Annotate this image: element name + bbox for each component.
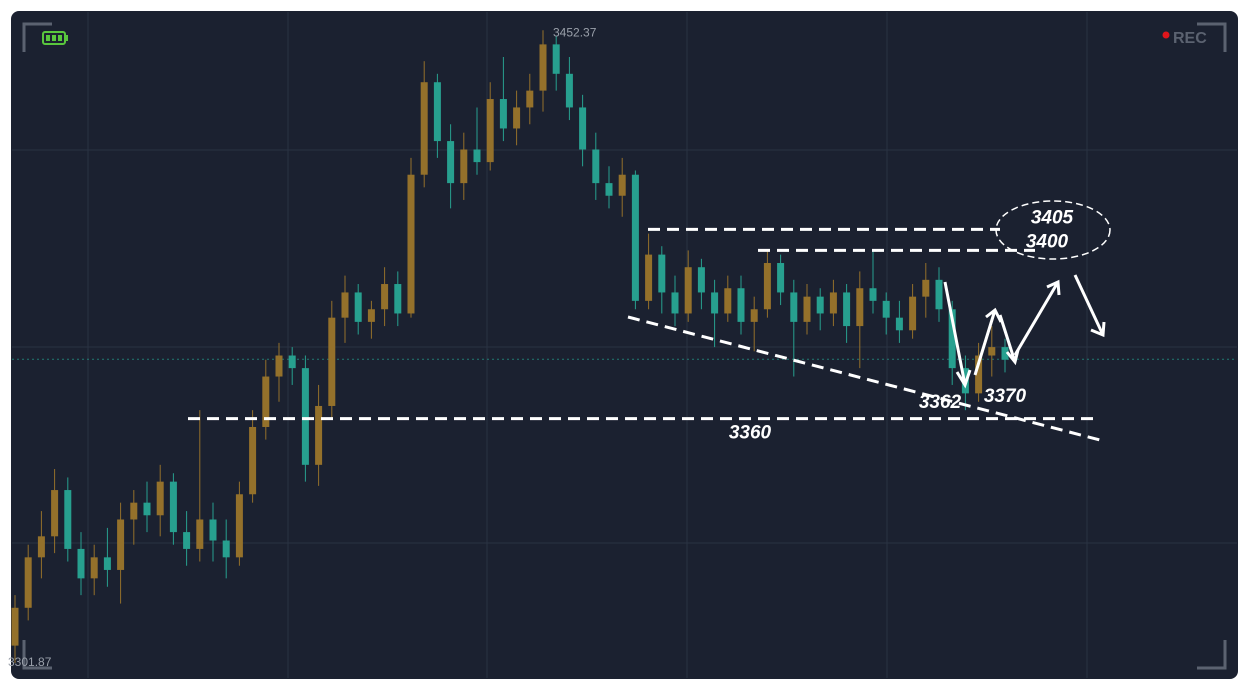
candle-body [843,292,851,327]
candle-body [763,263,771,310]
point-label: 3362 [919,392,962,413]
candle-body [11,607,19,646]
candle-body [1001,347,1009,360]
candle-body [750,309,758,322]
candle-body [658,254,666,293]
candle-body [737,288,745,322]
candle-body [803,296,811,322]
candle-body [117,519,125,570]
candle-body [143,502,151,516]
candle-body [592,149,600,184]
candle-body [37,536,45,558]
candle-body [552,44,560,74]
candle-body [262,376,270,427]
candle-body [407,174,415,314]
candle-body [816,296,824,314]
candle-body [790,292,798,322]
candle-body [922,279,930,297]
candle-body [394,284,402,314]
candle-body [711,292,719,314]
candle-body [64,490,72,549]
candle-body [301,368,309,465]
candle-body [988,347,996,356]
rec-label: REC [1173,30,1207,47]
candle-body [909,296,917,331]
candle-body [90,557,98,579]
candle-body [169,481,177,533]
candle-body [130,502,138,520]
candle-body [275,355,283,377]
candle-body [354,292,362,322]
candle-body [328,317,336,406]
candle-body [579,107,587,150]
battery-icon [42,31,68,45]
level-label: 3360 [729,423,772,444]
candle-body [671,292,679,314]
candle-body [895,317,903,331]
candle-body [513,107,521,129]
candle-body [499,99,507,129]
candle-body [77,548,85,579]
candle-body [341,292,349,318]
candle-body [460,149,468,184]
candle-body [103,557,111,570]
candle-body [777,263,785,293]
candles [11,30,1237,663]
candle-body [631,174,639,301]
min-price-label: 3301.87 [8,655,52,669]
candle-body [209,519,217,541]
candle-body [829,292,837,314]
candle-body [156,481,164,516]
candle-body [724,288,732,314]
candle-body [526,90,534,108]
panel [11,11,1238,679]
drawings [627,200,1111,442]
max-price-label: 3452.37 [553,25,597,39]
candle-body [486,99,494,163]
candle-body [51,490,59,537]
candle-body [447,141,455,184]
level-label: 3400 [1026,231,1069,252]
point-label: 3370 [984,386,1027,407]
candle-body [605,183,613,196]
candle-body [235,494,243,558]
candle-body [975,355,983,394]
level-label: 3405 [1031,207,1074,228]
candle-body [684,267,692,314]
candle-body [697,267,705,293]
candle-body [473,149,481,163]
candle-body [222,540,230,558]
candle-body [24,557,32,608]
candle-body [539,44,547,91]
candle-body [183,532,191,549]
candle-body [856,288,864,327]
candle-body [196,519,204,549]
candle-body [948,309,956,369]
corner-brackets [22,22,1227,670]
candle-body [381,284,389,310]
candle-body [315,405,323,465]
candle-body [935,279,943,310]
candle-body [565,73,573,108]
candle-body [288,355,296,369]
candle-body [869,288,877,301]
candle-body [249,426,257,495]
rec-dot [1162,31,1170,39]
candle-body [645,254,653,301]
candle-body [420,82,428,175]
candle-body [618,174,626,196]
candle-body [367,309,375,322]
candle-body [882,300,890,318]
candle-body [433,82,441,142]
